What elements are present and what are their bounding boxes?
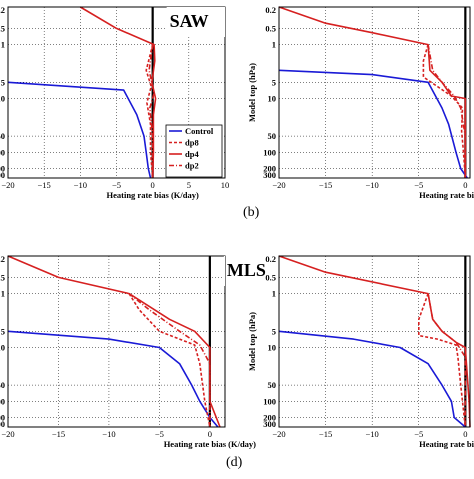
panel-mls-xtick-label: −20 xyxy=(1,429,14,439)
panel-tro-xtick-label: −20 xyxy=(272,429,285,439)
panel-tro-xtick-label: −5 xyxy=(414,429,423,439)
caption-b: (b) xyxy=(243,205,260,220)
panel-mlw-xtick-label: −20 xyxy=(272,180,285,190)
panel-saw-legend-label-dp8: dp8 xyxy=(185,138,199,148)
panel-mlw-ytick-label: 200 xyxy=(263,164,276,174)
panel-tro-series-dp8 xyxy=(418,293,467,428)
panel-mlw-ytick-label: 100 xyxy=(263,147,276,157)
panel-tro-ytick-label: 0.2 xyxy=(265,254,276,264)
panel-tro-ytick-label: 1 xyxy=(272,289,276,299)
panel-mlw-xtick-label: 0 xyxy=(463,180,467,190)
panel-tro-ytick-label: 10 xyxy=(268,342,277,352)
panel-mlw-xtick-label: −10 xyxy=(366,180,379,190)
panel-tro-ytick-label: 300 xyxy=(263,419,276,429)
panel-saw-ytick-label: 0.5 xyxy=(0,23,5,33)
panel-saw-series-dp4 xyxy=(79,6,157,179)
panel-saw-xtick-label: −20 xyxy=(1,180,14,190)
panel-mls-frame xyxy=(7,255,226,428)
panel-mls-xtick-label: −15 xyxy=(52,429,65,439)
panel-saw-legend-label-control: Control xyxy=(185,126,214,136)
panel-mls-ytick-label: 1 xyxy=(1,289,5,299)
panel-saw-title: SAW xyxy=(170,11,209,31)
panel-saw-xtick-label: 10 xyxy=(221,180,230,190)
panel-tro-xlabel: Heating rate bias (K/day) xyxy=(419,439,474,449)
panel-tro-series-dp2 xyxy=(427,293,467,427)
panel-mlw-ytick-label: 50 xyxy=(268,131,277,141)
panel-mls-xtick-label: −10 xyxy=(102,429,115,439)
panel-mlw-xtick-label: −5 xyxy=(414,180,423,190)
panel-saw-ytick-label: 100 xyxy=(0,147,5,157)
panel-saw-legend-label-dp2: dp2 xyxy=(185,161,199,171)
panel-saw-xtick-label: −5 xyxy=(112,180,121,190)
panel-saw-series-dp2 xyxy=(148,44,155,178)
panel-tro-xtick-label: −15 xyxy=(319,429,332,439)
panel-mlw-ytick-label: 0.2 xyxy=(265,5,276,15)
panel-saw-series-dp8 xyxy=(145,44,154,179)
panel-saw-series-control xyxy=(7,81,152,179)
panel-mls-title: MLS xyxy=(227,260,266,280)
panel-tro-xtick-label: 0 xyxy=(463,429,467,439)
panel-saw-legend-label-dp4: dp4 xyxy=(185,149,199,159)
panel-mls-ytick-label: 0.5 xyxy=(0,272,5,282)
panel-saw-xtick-label: 0 xyxy=(151,180,155,190)
panel-mls-ytick-label: 50 xyxy=(0,380,5,390)
panel-saw-xtick-label: 5 xyxy=(187,180,191,190)
panel-saw-frame xyxy=(7,6,226,179)
panel-mlw-xlabel: Heating rate bias (K/day) xyxy=(419,190,474,200)
panel-saw-ytick-label: 300 xyxy=(0,170,5,180)
panel-mls-title-box xyxy=(223,256,225,286)
panel-saw-ytick-label: 10 xyxy=(0,93,5,103)
panel-tro-ytick-label: 100 xyxy=(263,396,276,406)
panel-mlw-ytick-label: 0.5 xyxy=(265,23,276,33)
panel-mls-series-control xyxy=(7,330,219,428)
panel-saw-xtick-label: −10 xyxy=(74,180,87,190)
caption-d: (d) xyxy=(226,455,243,470)
panel-mlw-series-control xyxy=(278,69,468,179)
panel-mlw-xtick-label: −15 xyxy=(319,180,332,190)
panel-mls-xtick-label: 0 xyxy=(208,429,212,439)
panel-tro-xtick-label: −10 xyxy=(366,429,379,439)
panel-mls-xlabel: Heating rate bias (K/day) xyxy=(164,439,256,449)
panel-saw-xlabel: Heating rate bias (K/day) xyxy=(107,190,199,200)
panel-tro-frame xyxy=(278,255,471,428)
panel-tro-ytick-label: 0.5 xyxy=(265,272,276,282)
panel-mls-ytick-label: 0.2 xyxy=(0,254,5,264)
panel-saw-legend-box xyxy=(165,124,223,178)
panel-saw-ytick-label: 200 xyxy=(0,164,5,174)
panel-saw-title-box xyxy=(166,7,225,37)
panel-saw-ytick-label: 5 xyxy=(1,77,5,87)
panel-tro-ytick-label: 200 xyxy=(263,413,276,423)
panel-mlw-ylabel: Model top (hPa) xyxy=(247,63,257,122)
panel-mls-ytick-label: 10 xyxy=(0,342,5,352)
panel-tro-series-control xyxy=(278,330,466,428)
panel-mlw-series-dp4 xyxy=(278,6,467,178)
panel-mlw-ytick-label: 1 xyxy=(272,40,276,50)
panel-saw-ytick-label: 1 xyxy=(1,40,5,50)
panel-mlw-ytick-label: 300 xyxy=(263,170,276,180)
panel-mls-xtick-label: −5 xyxy=(155,429,164,439)
panel-saw-ytick-label: 50 xyxy=(0,131,5,141)
panel-mlw-ytick-label: 5 xyxy=(272,77,276,87)
panel-saw-xtick-label: −15 xyxy=(38,180,51,190)
panel-mls-ytick-label: 300 xyxy=(0,419,5,429)
panel-mls-series-dp2 xyxy=(128,292,211,427)
panel-tro-ylabel: Model top (hPa) xyxy=(247,312,257,371)
panel-mls-ytick-label: 100 xyxy=(0,396,5,406)
panel-mlw-frame xyxy=(278,6,471,179)
panel-mls-series-dp8 xyxy=(128,293,211,428)
panel-mlw-series-dp2 xyxy=(427,44,467,178)
panel-saw-ytick-label: 0.2 xyxy=(0,5,5,15)
panel-tro-ytick-label: 50 xyxy=(268,380,277,390)
panel-tro-ytick-label: 5 xyxy=(272,326,276,336)
panel-mlw-ytick-label: 10 xyxy=(268,93,277,103)
panel-mls-ytick-label: 5 xyxy=(1,326,5,336)
panel-mls-ytick-label: 200 xyxy=(0,413,5,423)
